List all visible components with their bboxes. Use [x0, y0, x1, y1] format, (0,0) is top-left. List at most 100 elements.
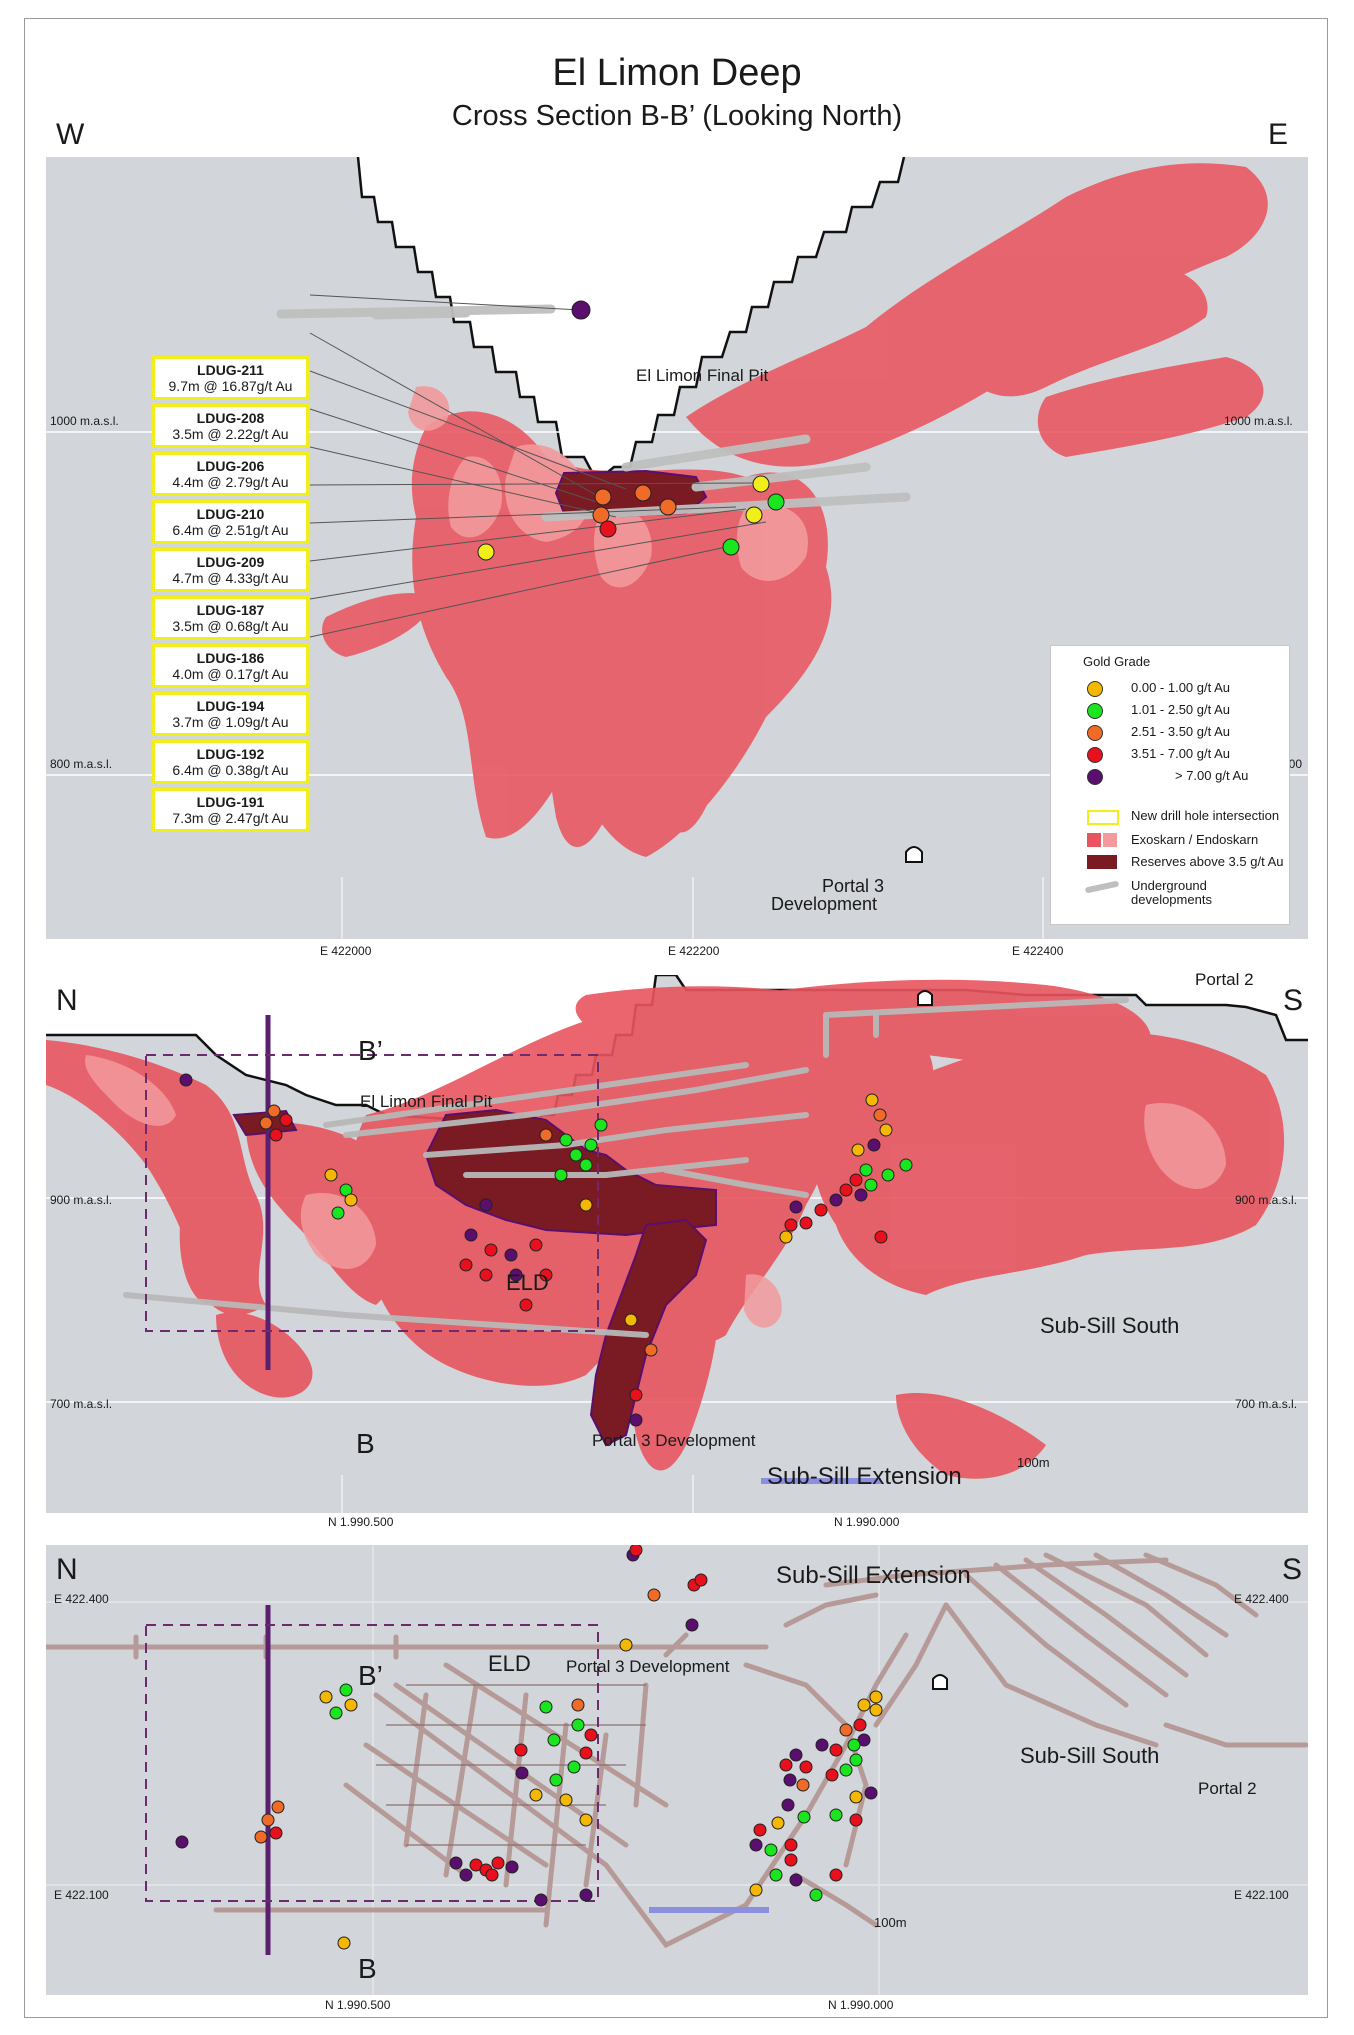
drill-callout: LDUG-194 3.7m @ 1.09g/t Au	[152, 692, 309, 736]
drill-callout: LDUG-206 4.4m @ 2.79g/t Au	[152, 452, 309, 496]
compass-north: N	[56, 984, 78, 1017]
callout-value: 3.5m @ 0.68g/t Au	[172, 618, 289, 634]
long-section-panel	[46, 975, 1308, 1513]
scale-label: 100m	[874, 1915, 907, 1930]
legend-label: > 7.00 g/t Au	[1175, 768, 1249, 783]
elevation-label: 900 m.a.s.l.	[1235, 1193, 1298, 1207]
callout-id: LDUG-209	[196, 554, 265, 570]
easting-label: E 422.100	[54, 1888, 109, 1902]
section-label-top: B’	[358, 1035, 383, 1066]
callout-id: LDUG-208	[196, 410, 265, 426]
callout-value: 4.0m @ 0.17g/t Au	[172, 666, 289, 682]
callout-value: 9.7m @ 16.87g/t Au	[168, 378, 293, 394]
skarn-swatch	[1103, 833, 1117, 847]
callout-value: 3.7m @ 1.09g/t Au	[172, 714, 289, 730]
compass-west: W	[56, 118, 85, 151]
pit-label: El Limon Final Pit	[636, 366, 769, 385]
drill-callout: LDUG-186 4.0m @ 0.17g/t Au	[152, 644, 309, 688]
grade-swatch	[1087, 769, 1103, 785]
sub-sill-extension-label: Sub-Sill Extension	[767, 1463, 962, 1490]
callout-id: LDUG-206	[196, 458, 265, 474]
portal-3-label: Portal 3 Development	[566, 1657, 730, 1676]
elevation-label: 1000 m.a.s.l.	[50, 414, 119, 428]
sub-sill-south-label: Sub-Sill South	[1040, 1313, 1180, 1338]
compass-east: E	[1268, 118, 1289, 151]
portal-3-label: Portal 3 Development	[592, 1431, 756, 1450]
elevation-label: 700 m.a.s.l.	[1235, 1397, 1298, 1411]
callout-id: LDUG-191	[196, 794, 265, 810]
easting-label: E 422.400	[54, 1592, 109, 1606]
pit-label: El Limon Final Pit	[360, 1092, 493, 1111]
legend-label: Underground	[1131, 878, 1207, 893]
elevation-label: 1000 m.a.s.l.	[1224, 414, 1293, 428]
sub-sill-extension-label: Sub-Sill Extension	[776, 1562, 971, 1589]
easting-label: E 422.400	[1234, 1592, 1289, 1606]
figure-title: El Limon Deep	[552, 52, 802, 94]
legend: Gold Grade 0.00 - 1.00 g/t Au 1.01 - 2.5…	[1050, 645, 1290, 925]
reserves-swatch	[1087, 855, 1117, 869]
legend-label: 0.00 - 1.00 g/t Au	[1131, 680, 1231, 695]
legend-heading: Gold Grade	[1083, 654, 1151, 669]
figure-frame	[24, 18, 1328, 2018]
drill-callout: LDUG-191 7.3m @ 2.47g/t Au	[152, 788, 309, 832]
elevation-label: 700 m.a.s.l.	[50, 1397, 113, 1411]
northing-label: N 1.990.500	[328, 1515, 394, 1529]
scale-label: 100m	[1017, 1455, 1050, 1470]
grade-swatch	[1087, 725, 1103, 741]
easting-label: E 422.100	[1234, 1888, 1289, 1902]
callout-id: LDUG-210	[196, 506, 265, 522]
section-label-bottom: B	[356, 1428, 375, 1459]
callout-value: 6.4m @ 0.38g/t Au	[172, 762, 289, 778]
drill-callout: LDUG-192 6.4m @ 0.38g/t Au	[152, 740, 309, 784]
drill-callout: LDUG-208 3.5m @ 2.22g/t Au	[152, 404, 309, 448]
callout-id: LDUG-211	[197, 362, 264, 378]
callout-value: 6.4m @ 2.51g/t Au	[172, 522, 289, 538]
compass-north: N	[56, 1553, 78, 1586]
easting-label: E 422200	[668, 944, 720, 958]
legend-label: 3.51 - 7.00 g/t Au	[1131, 746, 1231, 761]
portal-label: Development	[771, 894, 878, 914]
callout-value: 4.4m @ 2.79g/t Au	[172, 474, 289, 490]
portal-2-label: Portal 2	[1198, 1779, 1257, 1798]
callout-id: LDUG-186	[196, 650, 265, 666]
figure-subtitle: Cross Section B-B’ (Looking North)	[451, 100, 903, 132]
legend-label: Reserves above 3.5 g/t Au	[1131, 854, 1284, 869]
section-label-bottom: B	[358, 1953, 377, 1984]
drill-callout: LDUG-187 3.5m @ 0.68g/t Au	[152, 596, 309, 640]
callout-value: 3.5m @ 2.22g/t Au	[172, 426, 289, 442]
skarn-swatch	[1087, 833, 1101, 847]
section-label-top: B’	[358, 1660, 383, 1691]
compass-south: S	[1283, 984, 1304, 1017]
drill-callout: LDUG-209 4.7m @ 4.33g/t Au	[152, 548, 309, 592]
drill-callout: LDUG-210 6.4m @ 2.51g/t Au	[152, 500, 309, 544]
grade-swatch	[1087, 703, 1103, 719]
legend-label: developments	[1131, 892, 1212, 907]
eld-label: ELD	[506, 1270, 549, 1295]
grade-swatch	[1087, 681, 1103, 697]
callout-value: 7.3m @ 2.47g/t Au	[172, 810, 289, 826]
callout-id: LDUG-192	[196, 746, 265, 762]
compass-south: S	[1282, 1553, 1303, 1586]
callout-value: 4.7m @ 4.33g/t Au	[172, 570, 289, 586]
underground-swatch	[1084, 880, 1120, 894]
callout-id: LDUG-194	[196, 698, 265, 714]
legend-label: Exoskarn / Endoskarn	[1131, 832, 1259, 847]
elevation-label: 900 m.a.s.l.	[50, 1193, 113, 1207]
portal-2-label: Portal 2	[1195, 970, 1254, 989]
legend-label: 1.01 - 2.50 g/t Au	[1131, 702, 1231, 717]
northing-label: N 1.990.500	[325, 1998, 391, 2012]
portal-label: Portal 3	[822, 876, 885, 896]
sub-sill-south-label: Sub-Sill South	[1020, 1743, 1160, 1768]
easting-label: E 422400	[1012, 944, 1064, 958]
legend-label: 2.51 - 3.50 g/t Au	[1131, 724, 1231, 739]
northing-label: N 1.990.000	[834, 1515, 900, 1529]
callout-id: LDUG-187	[196, 602, 265, 618]
plan-view-panel	[46, 1545, 1308, 1995]
legend-label: New drill hole intersection	[1131, 808, 1280, 823]
intersection-swatch	[1087, 810, 1119, 825]
eld-label: ELD	[488, 1651, 531, 1676]
northing-label: N 1.990.000	[828, 1998, 894, 2012]
easting-label: E 422000	[320, 944, 372, 958]
grade-swatch	[1087, 747, 1103, 763]
drill-callout: LDUG-211 9.7m @ 16.87g/t Au	[152, 356, 309, 400]
